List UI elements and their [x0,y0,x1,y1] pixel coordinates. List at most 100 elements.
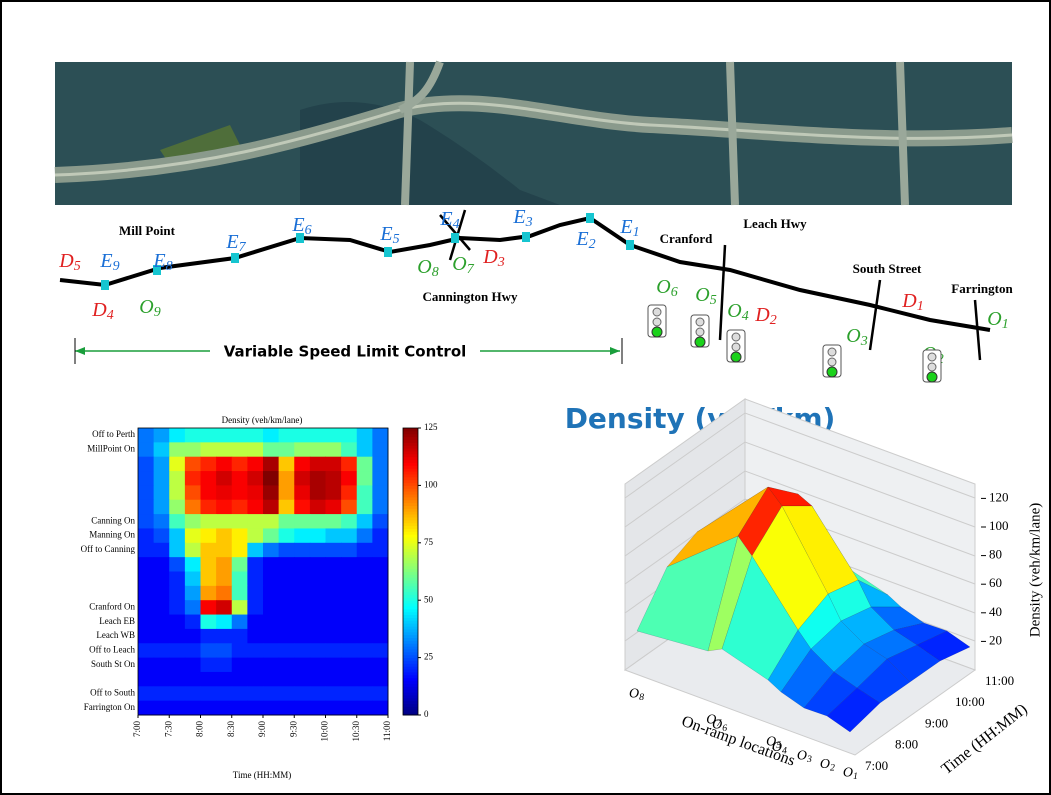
sensor-marker [231,253,239,263]
onramp-label-sub: 8 [432,265,439,280]
colorbar-step [403,617,418,621]
colorbar-step [403,525,418,529]
heatmap-cell [263,600,280,616]
sensor-label-sub: 2 [589,237,596,252]
heatmap-cell [263,686,280,702]
x-tick-label: 8:30 [226,721,236,738]
heatmap-cell [278,528,295,544]
colorbar-step [403,471,418,475]
heatmap-cell [138,671,155,687]
colorbar-step [403,605,418,610]
heatmap-cell [356,542,373,558]
heatmap-cell [200,600,217,616]
heatmap-cell [309,628,326,644]
sensor-label-base: E [619,216,632,238]
colorbar-step [403,703,418,707]
offramp-label-sub: 3 [497,255,505,270]
colorbar-step [403,597,418,601]
heatmap-cell [309,686,326,702]
grid-line [624,412,976,499]
sensor-label: E9 [99,250,119,275]
heatmap-cell [169,485,186,501]
heatmap-cell [169,528,186,544]
colorbar-tick-label: 100 [424,479,438,489]
heatmap-cell [341,442,358,458]
heatmap-cell [216,499,233,515]
heatmap-cell [231,514,248,529]
heatmap-cell [309,542,326,558]
colorbar-step [403,686,418,690]
onramp-label: O6 [656,276,677,301]
colorbar-tick-label: 0 [424,709,429,719]
heatmap-cell [278,585,295,601]
colorbar-step [403,677,418,682]
heatmap-cell [153,600,170,616]
heatmap-cell [200,686,217,702]
heatmap-cell [372,499,389,515]
heatmap-cell [169,700,186,716]
traffic-lamp-green [826,366,838,378]
x-tick-label-sub: 5 [776,740,781,751]
heatmap-cell [294,499,311,515]
colorbar-step [403,442,418,446]
surface-patch [826,687,881,733]
colorbar-step [403,562,418,567]
heatmap-cell [294,557,311,572]
colorbar-step [403,528,418,532]
offramp-label: D5 [58,250,80,275]
heatmap-cell [325,600,342,616]
heatmap-cell [169,657,186,673]
heatmap-cell [184,700,201,716]
colorbar-step [403,577,418,581]
heatmap-cell [294,542,311,558]
colorbar-step [403,646,418,650]
colorbar-tick-label: 125 [424,422,438,432]
heatmap-cell [341,671,358,687]
sensor-label-sub: 6 [305,223,312,238]
z-tick-label: 100 [989,518,1009,533]
y-tick-label: Farrington On [84,702,136,712]
heatmap-cell [138,514,155,529]
heatmap-cell [200,585,217,601]
heatmap-cell [372,485,389,501]
heatmap-cell [231,700,248,716]
colorbar-step [403,654,418,659]
colorbar-step [403,554,418,558]
heatmap-cell [138,542,155,558]
sensor-label-base: E [512,206,525,228]
heatmap-cell [216,456,233,472]
heatmap-cell [184,600,201,616]
heatmap-cell [372,614,389,630]
speed-limit-span: Variable Speed Limit Control [74,338,623,364]
heatmap-cell [372,628,389,644]
heatmap-cell [153,499,170,515]
colorbar-step [403,450,418,455]
sensor-label-sub: 7 [239,240,247,255]
heatmap-cell [153,485,170,501]
heatmap-cell [184,428,201,443]
colorbar-step [403,697,418,702]
colorbar-step [403,709,418,713]
time-tick-label: 11:00 [985,673,1014,688]
heatmap-cell [372,600,389,616]
time-tick-label: 10:00 [955,694,985,709]
colorbar-step [403,545,418,550]
heatmap-cell [294,657,311,673]
heatmap-cell [341,514,358,529]
heatmap-cell [372,686,389,702]
y-tick-label: Off to Leach [89,644,135,654]
heatmap-cell [184,557,201,572]
heatmap-cell [184,528,201,544]
heatmap-cell [356,485,373,501]
heatmap-cell [341,471,358,486]
heatmap-cell [216,628,233,644]
x-tick-label-sub: 3 [806,754,812,765]
heatmap-cell [200,528,217,544]
colorbar-step [403,663,418,667]
x-tick-label-base: O [706,713,716,728]
heatmap-cell [309,700,326,716]
sensor-marker [101,280,109,290]
x-tick-label: 8:00 [195,721,205,738]
colorbar-step [403,531,418,535]
